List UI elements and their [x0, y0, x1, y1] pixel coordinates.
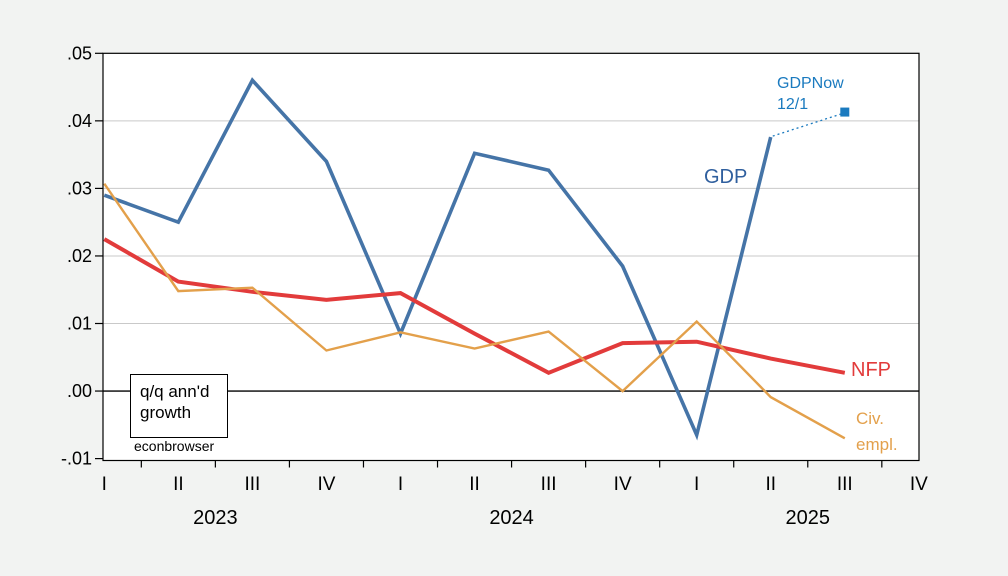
y-axis-tick-label: .00: [67, 381, 92, 401]
x-axis-quarter-label: II: [765, 474, 776, 495]
gdpnow-connector-line: [772, 113, 841, 137]
x-axis-quarter-label: I: [102, 474, 107, 495]
x-axis-quarter-label: IV: [614, 474, 632, 495]
x-axis-quarter-label: I: [398, 474, 403, 495]
nfp-series-label: NFP: [851, 359, 891, 381]
y-axis-tick-label: .02: [67, 246, 92, 266]
gdpnow-forecast-marker: [840, 107, 850, 117]
note-box-line2: growth: [140, 403, 192, 422]
civ-empl-line: [103, 183, 846, 440]
x-axis-quarter-label: II: [469, 474, 480, 495]
x-axis-quarter-label: III: [541, 474, 557, 495]
x-axis-quarter-label: III: [837, 474, 853, 495]
gdpnow-annotation-line1: GDPNow: [777, 75, 844, 92]
x-axis-year-label: 2025: [786, 507, 831, 529]
y-axis-tick-label: .01: [67, 314, 92, 334]
gdpnow-annotation: GDPNow 12/1: [777, 73, 844, 115]
x-axis-year-label: 2023: [193, 507, 238, 529]
x-axis-quarter-label: IV: [317, 474, 335, 495]
gdp-line: [103, 77, 773, 441]
x-axis-quarter-label: III: [244, 474, 260, 495]
x-axis-year-label: 2024: [489, 507, 534, 529]
plot-border: [102, 52, 920, 462]
x-axis-quarter-label: I: [694, 474, 699, 495]
y-axis-tick-label: -.01: [61, 449, 92, 469]
gdp-series-label: GDP: [704, 166, 748, 188]
x-axis-quarter-label: II: [173, 474, 184, 495]
x-axis-quarter-label: IV: [910, 474, 928, 495]
note-box: q/q ann'd growth: [130, 374, 228, 438]
gdpnow-annotation-line2: 12/1: [777, 96, 809, 113]
y-axis-tick-label: .04: [67, 111, 92, 131]
civ-empl-series-label-line2: empl.: [856, 435, 898, 454]
civ-empl-series-label: Civ. empl.: [856, 406, 898, 458]
y-axis-tick-label: .05: [67, 43, 92, 63]
watermark: econbrowser: [134, 438, 215, 454]
note-box-line1: q/q ann'd: [140, 382, 210, 401]
civ-empl-series-label-line1: Civ.: [856, 409, 885, 428]
y-axis-tick-label: .03: [67, 178, 92, 198]
